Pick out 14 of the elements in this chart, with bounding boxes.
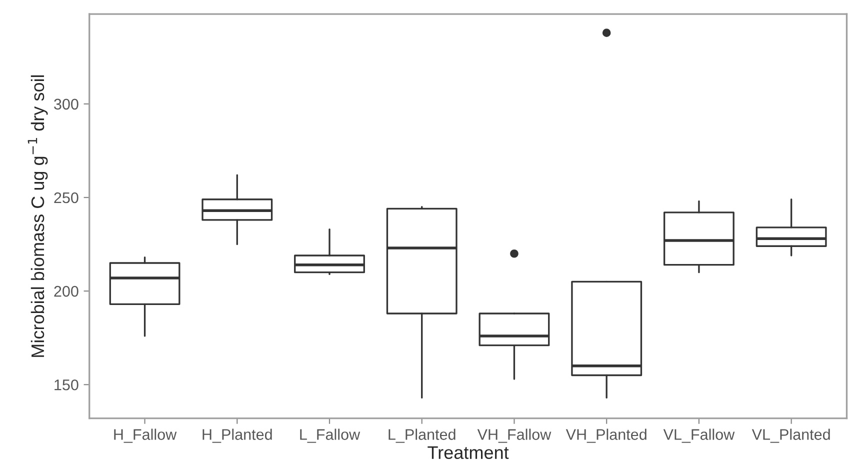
x-tick-label: VL_Planted [752, 428, 830, 443]
x-tick-label: VH_Fallow [477, 428, 552, 443]
y-tick-label: 250 [54, 192, 78, 204]
y-tick-label: 150 [54, 379, 78, 390]
y-tick-label: 200 [54, 286, 78, 297]
x-axis-title: Treatment [428, 446, 509, 459]
x-tick-label: L_Fallow [300, 428, 360, 443]
y-axis-title: Microbial biomass C ug g$^{−1}$ dry soil [28, 75, 48, 357]
x-tick-label: VL_Fallow [663, 428, 735, 443]
x-tick-label: VH_Planted [566, 428, 646, 443]
x-tick-label: H_Fallow [114, 428, 177, 443]
x-tick-label: H_Planted [202, 428, 272, 443]
x-tick-label: L_Planted [388, 428, 456, 443]
y-tick-label: 300 [54, 98, 78, 110]
